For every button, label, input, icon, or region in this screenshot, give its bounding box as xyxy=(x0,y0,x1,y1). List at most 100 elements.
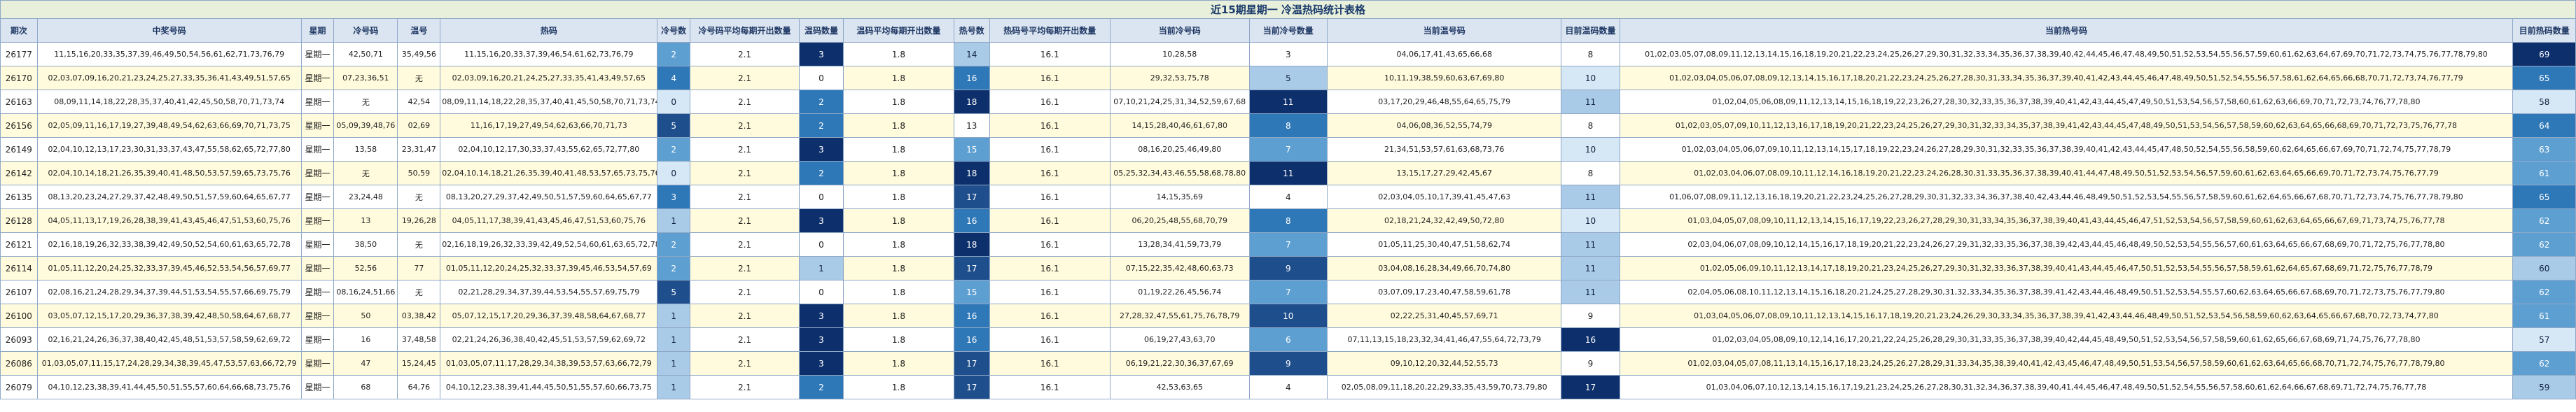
cell-weekday: 星期一 xyxy=(300,304,335,328)
cell-period: 26100 xyxy=(0,304,38,328)
cell-warm-numbers: 50,59 xyxy=(397,161,441,185)
cell-current-warm: 02,18,21,24,32,42,49,50,72,80 xyxy=(1326,208,1562,233)
col-header: 中奖号码 xyxy=(36,18,302,43)
cell-current-cold: 27,28,32,47,55,61,75,76,78,79 xyxy=(1109,304,1250,328)
cell-current-cold-count: 7 xyxy=(1248,232,1328,257)
cell-cold-count: 2 xyxy=(657,232,690,257)
cell-hot-count: 14 xyxy=(953,42,990,66)
cell-warm-avg: 1.8 xyxy=(842,304,954,328)
cell-hot-numbers: 11,16,17,19,27,49,54,62,63,66,70,71,73 xyxy=(440,113,658,138)
cell-current-hot: 01,02,03,05,07,08,09,11,12,13,14,15,16,1… xyxy=(1619,42,2514,66)
cell-winning-numbers: 08,13,20,23,24,27,29,37,42,48,49,50,51,5… xyxy=(36,185,302,209)
table-row: 26107 02,08,16,21,24,28,29,34,37,39,44,51… xyxy=(0,280,2576,304)
cell-current-hot-count: 60 xyxy=(2512,256,2576,280)
cell-warm-avg: 1.8 xyxy=(842,280,954,304)
cell-period: 26086 xyxy=(0,351,38,376)
cell-hot-avg: 16.1 xyxy=(989,42,1111,66)
cell-current-hot-count: 65 xyxy=(2512,66,2576,90)
cell-hot-count: 15 xyxy=(953,137,990,162)
cell-hot-count: 16 xyxy=(953,66,990,90)
cell-warm-count: 2 xyxy=(799,375,844,399)
cell-current-hot: 01,02,03,04,06,07,08,09,10,11,12,14,16,1… xyxy=(1619,161,2514,185)
cell-warm-avg: 1.8 xyxy=(842,327,954,352)
cell-current-hot: 02,03,04,06,07,08,09,10,12,14,15,16,17,1… xyxy=(1619,232,2514,257)
cell-current-cold-count: 6 xyxy=(1248,327,1328,352)
col-header: 当前冷号码 xyxy=(1109,18,1250,43)
cell-hot-count: 16 xyxy=(953,208,990,233)
stats-table-container: 近15期星期一 冷温热码统计表格 期次 中奖号码 星期 冷号码 温号 热码 冷号… xyxy=(0,0,2576,399)
col-header: 热码号平均每期开出数量 xyxy=(989,18,1111,43)
cell-current-cold-count: 7 xyxy=(1248,137,1328,162)
cell-cold-count: 2 xyxy=(657,42,690,66)
cell-hot-numbers: 02,03,09,16,20,21,24,25,27,33,35,41,43,4… xyxy=(440,66,658,90)
cell-warm-numbers: 15,24,45 xyxy=(397,351,441,376)
cell-hot-count: 18 xyxy=(953,232,990,257)
cell-current-warm-count: 8 xyxy=(1561,161,1620,185)
cell-weekday: 星期一 xyxy=(300,66,335,90)
cell-cold-numbers: 05,09,39,48,76 xyxy=(333,113,398,138)
cell-warm-numbers: 77 xyxy=(397,256,441,280)
cell-warm-avg: 1.8 xyxy=(842,185,954,209)
cell-current-hot: 01,02,03,04,05,08,09,10,12,14,16,17,20,2… xyxy=(1619,327,2514,352)
cell-current-hot-count: 59 xyxy=(2512,375,2576,399)
cell-warm-count: 3 xyxy=(799,208,844,233)
cell-current-hot: 01,06,07,08,09,11,12,13,16,18,19,20,21,2… xyxy=(1619,185,2514,209)
cell-current-cold: 29,32,53,75,78 xyxy=(1109,66,1250,90)
cell-current-cold: 14,15,28,40,46,61,67,80 xyxy=(1109,113,1250,138)
cell-winning-numbers: 02,08,16,21,24,28,29,34,37,39,44,51,53,5… xyxy=(36,280,302,304)
cell-hot-count: 18 xyxy=(953,90,990,114)
cell-cold-avg: 2.1 xyxy=(689,327,800,352)
cell-hot-avg: 16.1 xyxy=(989,113,1111,138)
cell-hot-numbers: 04,05,11,17,38,39,41,43,45,46,47,51,53,6… xyxy=(440,208,658,233)
cell-cold-count: 5 xyxy=(657,280,690,304)
col-header: 冷号码 xyxy=(333,18,398,43)
cell-hot-avg: 16.1 xyxy=(989,90,1111,114)
table-row: 26156 02,05,09,11,16,17,19,27,39,48,49,54… xyxy=(0,113,2576,138)
cell-warm-avg: 1.8 xyxy=(842,256,954,280)
cell-hot-avg: 16.1 xyxy=(989,232,1111,257)
cell-weekday: 星期一 xyxy=(300,161,335,185)
cell-winning-numbers: 02,16,21,24,26,36,37,38,40,42,45,48,51,5… xyxy=(36,327,302,352)
cell-hot-count: 16 xyxy=(953,327,990,352)
cell-warm-count: 0 xyxy=(799,232,844,257)
cell-hot-numbers: 11,15,16,20,33,37,39,46,54,61,62,73,76,7… xyxy=(440,42,658,66)
cell-warm-avg: 1.8 xyxy=(842,42,954,66)
cell-cold-avg: 2.1 xyxy=(689,208,800,233)
cell-hot-avg: 16.1 xyxy=(989,304,1111,328)
cell-warm-count: 2 xyxy=(799,90,844,114)
cell-warm-numbers: 64,76 xyxy=(397,375,441,399)
cell-cold-numbers: 16 xyxy=(333,327,398,352)
cell-hot-numbers: 02,21,24,26,36,38,40,42,45,51,53,57,59,6… xyxy=(440,327,658,352)
cell-current-hot-count: 62 xyxy=(2512,351,2576,376)
table-row: 26121 02,16,18,19,26,32,33,38,39,42,49,50… xyxy=(0,232,2576,257)
cell-current-cold-count: 11 xyxy=(1248,161,1328,185)
cell-current-hot: 01,02,05,06,09,10,11,12,13,14,17,18,19,2… xyxy=(1619,256,2514,280)
cell-winning-numbers: 04,05,11,13,17,19,26,28,38,39,41,43,45,4… xyxy=(36,208,302,233)
cell-current-warm-count: 10 xyxy=(1561,208,1620,233)
cell-period: 26114 xyxy=(0,256,38,280)
cell-hot-avg: 16.1 xyxy=(989,280,1111,304)
cell-cold-count: 1 xyxy=(657,208,690,233)
col-header: 温码平均每期开出数量 xyxy=(842,18,954,43)
cell-current-hot-count: 62 xyxy=(2512,232,2576,257)
col-header: 冷号数 xyxy=(657,18,690,43)
cell-current-cold: 05,25,32,34,43,46,55,58,68,78,80 xyxy=(1109,161,1250,185)
cell-warm-numbers: 23,31,47 xyxy=(397,137,441,162)
cell-cold-numbers: 50 xyxy=(333,304,398,328)
cell-current-hot-count: 57 xyxy=(2512,327,2576,352)
table-row: 26163 08,09,11,14,18,22,28,35,37,40,41,42… xyxy=(0,90,2576,114)
cell-cold-numbers: 52,56 xyxy=(333,256,398,280)
cell-cold-count: 1 xyxy=(657,304,690,328)
cell-current-cold: 10,28,58 xyxy=(1109,42,1250,66)
cell-period: 26170 xyxy=(0,66,38,90)
cell-period: 26142 xyxy=(0,161,38,185)
cell-current-cold-count: 10 xyxy=(1248,304,1328,328)
cell-current-warm-count: 11 xyxy=(1561,256,1620,280)
col-header: 当前热号码 xyxy=(1619,18,2514,43)
col-header: 温号 xyxy=(397,18,441,43)
cell-cold-avg: 2.1 xyxy=(689,185,800,209)
cell-current-warm-count: 10 xyxy=(1561,137,1620,162)
cell-hot-numbers: 01,05,11,12,20,24,25,32,33,37,39,45,46,5… xyxy=(440,256,658,280)
cell-period: 26149 xyxy=(0,137,38,162)
cell-weekday: 星期一 xyxy=(300,256,335,280)
